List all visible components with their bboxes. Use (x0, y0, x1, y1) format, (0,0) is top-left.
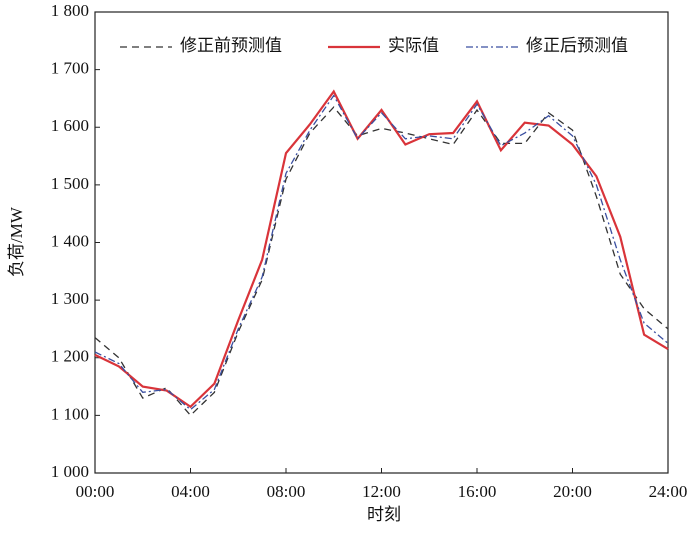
y-axis-label: 负荷/MW (7, 206, 26, 277)
y-tick-label: 1 800 (51, 1, 89, 20)
x-tick-label: 04:00 (171, 482, 210, 501)
x-tick-label: 16:00 (458, 482, 497, 501)
series-line (94, 94, 669, 411)
y-tick-label: 1 700 (51, 59, 89, 78)
legend-label: 修正后预测值 (526, 36, 628, 55)
series-line (94, 89, 669, 409)
legend-label: 实际值 (388, 36, 439, 55)
x-tick-label: 20:00 (553, 482, 592, 501)
y-tick-label: 1 100 (51, 404, 89, 423)
y-tick-label: 1 400 (51, 231, 89, 250)
y-tick-label: 1 200 (51, 347, 89, 366)
x-tick-label: 24:00 (649, 482, 688, 501)
y-tick-label: 1 300 (51, 289, 89, 308)
y-tick-label: 1 500 (51, 174, 89, 193)
x-tick-label: 08:00 (267, 482, 306, 501)
y-tick-label: 1 000 (51, 462, 89, 481)
x-tick-label: 12:00 (362, 482, 401, 501)
x-axis-label: 时刻 (367, 505, 401, 524)
y-tick-label: 1 600 (51, 116, 89, 135)
x-tick-label: 00:00 (76, 482, 115, 501)
series-line (94, 106, 669, 417)
legend-label: 修正前预测值 (180, 36, 282, 55)
